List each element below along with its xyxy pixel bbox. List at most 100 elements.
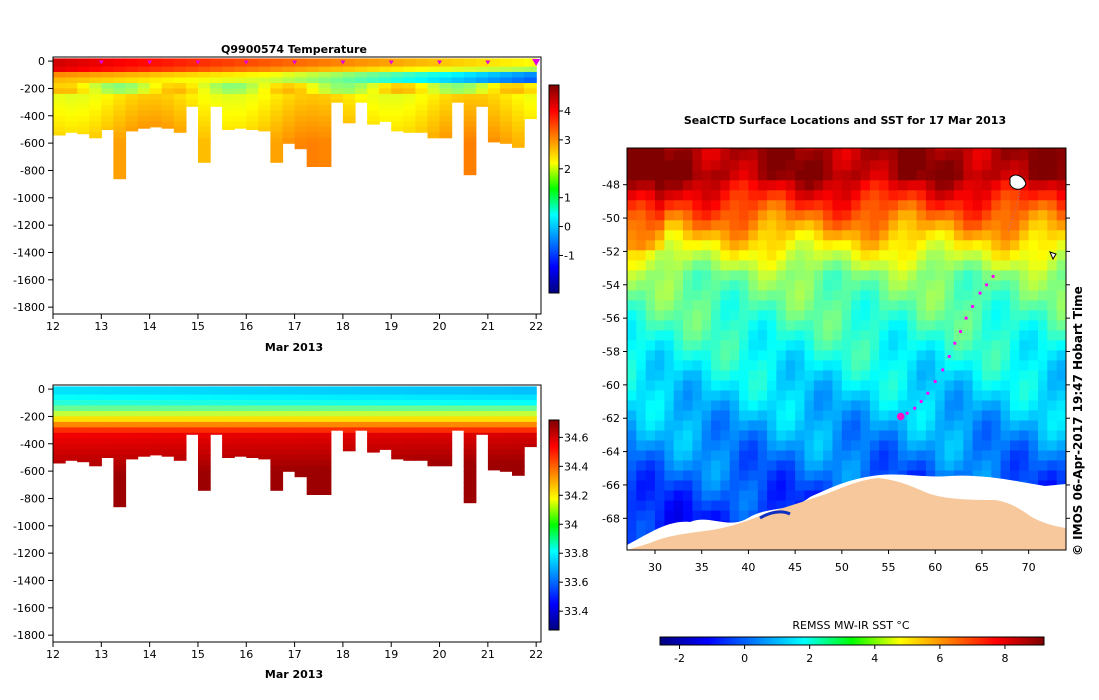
sst-cell bbox=[953, 189, 964, 201]
sst-cell bbox=[813, 199, 824, 211]
section-cell bbox=[427, 58, 441, 68]
section-cell bbox=[65, 77, 78, 84]
section-cell bbox=[463, 460, 477, 467]
sst-cell bbox=[1056, 239, 1066, 251]
section-cell bbox=[258, 454, 271, 460]
sst-cell bbox=[673, 419, 684, 431]
sst-cell bbox=[636, 219, 647, 231]
sst-cell bbox=[823, 469, 833, 481]
sst-cell bbox=[935, 189, 946, 201]
sst-cell bbox=[711, 169, 721, 181]
section-cell bbox=[463, 487, 477, 494]
section-cell bbox=[270, 471, 284, 478]
sst-cell bbox=[673, 309, 684, 321]
sst-cell bbox=[832, 259, 843, 271]
sst-cell bbox=[1038, 389, 1048, 401]
sst-cell bbox=[729, 449, 740, 461]
section-cell bbox=[125, 421, 139, 428]
sst-cell bbox=[944, 159, 955, 171]
sst-cell bbox=[664, 319, 675, 331]
sst-cell bbox=[711, 239, 721, 251]
sst-cell bbox=[963, 439, 974, 451]
section-cell bbox=[173, 66, 187, 73]
sst-cell bbox=[636, 389, 647, 401]
sst-cell bbox=[944, 189, 955, 201]
sst-cell bbox=[655, 399, 665, 411]
sst-cell bbox=[841, 209, 852, 221]
sst-cell bbox=[813, 349, 824, 361]
sst-cell bbox=[888, 399, 899, 411]
section-cell bbox=[77, 443, 90, 450]
section-cell bbox=[391, 416, 404, 423]
sst-cell bbox=[1047, 259, 1058, 271]
sst-cell bbox=[673, 510, 684, 521]
sst-cell bbox=[944, 329, 955, 341]
sst-cell bbox=[963, 229, 974, 241]
sst-cell bbox=[841, 299, 852, 311]
section-cell bbox=[306, 72, 320, 79]
section-cell bbox=[125, 83, 139, 90]
section-cell bbox=[512, 443, 525, 450]
section-cell bbox=[77, 126, 90, 133]
sst-cell bbox=[897, 149, 908, 161]
sst-cell bbox=[935, 209, 946, 221]
sst-cell bbox=[1038, 189, 1048, 201]
sst-cell bbox=[701, 189, 712, 201]
sst-cell bbox=[627, 500, 637, 511]
sst-cell bbox=[963, 309, 974, 321]
y-tick-label: -400 bbox=[20, 110, 45, 123]
sst-cell bbox=[981, 449, 992, 461]
sst-cell bbox=[897, 329, 908, 341]
sst-cell bbox=[748, 289, 759, 301]
section-cell bbox=[137, 83, 151, 90]
sst-cell bbox=[1028, 269, 1039, 281]
section-cell bbox=[149, 449, 163, 456]
section-cell bbox=[210, 405, 223, 412]
sst-cell bbox=[869, 219, 880, 231]
sst-cell bbox=[655, 148, 665, 151]
sst-cell bbox=[981, 159, 992, 171]
sst-cell bbox=[720, 429, 731, 441]
sst-cell bbox=[664, 159, 675, 171]
sst-cell bbox=[851, 469, 862, 481]
sst-cell bbox=[645, 309, 656, 321]
section-cell bbox=[318, 438, 332, 445]
sst-cell bbox=[916, 199, 927, 211]
section-cell bbox=[487, 132, 501, 139]
section-cell bbox=[113, 493, 127, 500]
sst-cell bbox=[813, 439, 824, 451]
section-cell bbox=[53, 405, 66, 412]
sst-cell bbox=[655, 379, 665, 391]
sst-cell bbox=[1000, 199, 1011, 211]
section-cell bbox=[475, 104, 489, 107]
section-cell bbox=[487, 72, 501, 79]
sst-cell bbox=[795, 309, 805, 321]
section-cell bbox=[113, 121, 127, 128]
sst-cell bbox=[757, 399, 768, 411]
section-cell bbox=[415, 121, 429, 128]
section-cell bbox=[246, 432, 259, 439]
section-cell bbox=[487, 137, 501, 143]
section-cell bbox=[355, 427, 368, 431]
sst-cell bbox=[739, 379, 749, 391]
sst-cell bbox=[888, 289, 899, 301]
section-cell bbox=[524, 443, 537, 448]
section-cell bbox=[294, 110, 308, 117]
sst-cell bbox=[925, 269, 936, 281]
sst-cell bbox=[683, 339, 693, 351]
section-cell bbox=[282, 58, 296, 68]
sst-cell bbox=[879, 279, 890, 291]
section-cell bbox=[210, 99, 223, 106]
section-cell bbox=[270, 460, 284, 467]
sst-cell bbox=[711, 349, 721, 361]
sst-cell bbox=[673, 379, 684, 391]
section-cell bbox=[113, 126, 127, 133]
sst-cell bbox=[795, 369, 805, 381]
section-cell bbox=[379, 432, 392, 439]
sst-cell bbox=[972, 219, 983, 231]
section-cell bbox=[367, 115, 380, 122]
sst-cell bbox=[897, 299, 908, 311]
sst-cell bbox=[869, 429, 880, 441]
section-cell bbox=[403, 110, 416, 117]
sst-cell bbox=[963, 169, 974, 181]
